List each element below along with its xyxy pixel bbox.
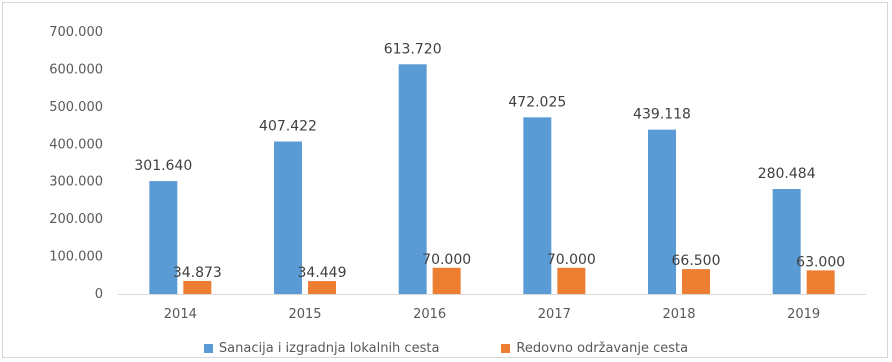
legend-swatch-series-2 <box>501 343 511 353</box>
x-tick-label: 2015 <box>288 307 321 322</box>
chart-frame <box>2 2 888 358</box>
bar-chart: 0 100.000 200.000 300.000 400.000 500.000 600.… <box>49 25 866 322</box>
data-label-series-1: 472.025 <box>508 94 566 110</box>
y-tick-label: 400.000 <box>49 137 103 152</box>
legend-item-series-1: Sanacija i izgradnja lokalnih cesta <box>203 340 440 356</box>
y-tick-label: 700.000 <box>49 25 103 40</box>
bar-series-1 <box>772 189 801 294</box>
legend: Sanacija i izgradnja lokalnih cesta Redo… <box>0 338 892 358</box>
y-tick-label: 300.000 <box>49 175 103 190</box>
data-label-series-2: 66.500 <box>672 253 721 269</box>
bar-series-2 <box>806 270 835 294</box>
legend-item-series-2: Redovno održavanje cesta <box>501 341 688 356</box>
x-tick-label: 2019 <box>787 307 820 322</box>
data-labels: 301.640 407.422 613.720 472.025 439.118 280.4… <box>134 41 845 281</box>
x-axis: 2014 2015 2016 2017 2018 2019 <box>118 294 866 322</box>
data-label-series-2: 70.000 <box>547 252 596 268</box>
bar-series-1 <box>648 129 676 294</box>
y-tick-label: 600.000 <box>49 62 103 77</box>
legend-label-series-2: Redovno održavanje cesta <box>516 340 689 356</box>
bar-series-1 <box>398 64 427 295</box>
data-label-series-2: 70.000 <box>422 252 471 268</box>
y-tick-label: 500.000 <box>49 100 103 115</box>
y-tick-label: 100.000 <box>49 250 103 265</box>
bar-series-1 <box>274 141 302 294</box>
x-tick-label: 2016 <box>413 307 446 322</box>
bar-series-2 <box>183 280 212 294</box>
bars <box>149 64 835 295</box>
x-tick-label: 2017 <box>538 307 571 322</box>
bar-series-1 <box>149 181 178 294</box>
legend-swatch-series-1 <box>203 343 213 353</box>
x-tick-label: 2014 <box>164 307 197 322</box>
data-label-series-2: 34.449 <box>298 265 347 281</box>
y-tick-label: 200.000 <box>49 212 103 227</box>
data-label-series-2: 63.000 <box>796 254 845 270</box>
bar-series-2 <box>432 267 461 294</box>
x-tick-label: 2018 <box>662 307 695 322</box>
bar-series-2 <box>308 281 336 294</box>
legend-label-series-1: Sanacija i izgradnja lokalnih cesta <box>218 340 440 356</box>
data-label-series-2: 34.873 <box>173 265 222 281</box>
data-label-series-1: 439.118 <box>633 107 691 123</box>
data-label-series-1: 280.484 <box>758 166 816 182</box>
y-axis: 0 100.000 200.000 300.000 400.000 500.000 600.… <box>49 25 103 302</box>
bar-series-2 <box>682 269 710 294</box>
y-tick-label: 0 <box>95 287 103 302</box>
bar-series-2 <box>557 267 586 294</box>
data-label-series-1: 407.422 <box>259 119 317 135</box>
data-label-series-1: 613.720 <box>384 41 442 57</box>
bar-series-1 <box>523 117 552 294</box>
data-label-series-1: 301.640 <box>134 158 192 174</box>
